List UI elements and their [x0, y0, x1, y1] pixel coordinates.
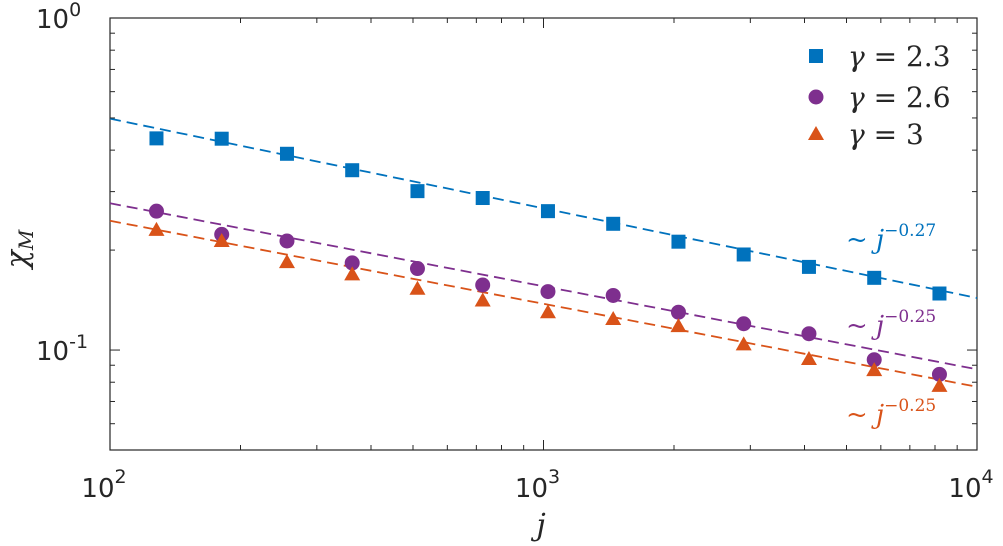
y-axis-label-main: χ: [0, 248, 35, 270]
fit-line: [109, 219, 978, 388]
data-point: [148, 221, 165, 236]
axes: 102 103 104 100 10-1: [36, 0, 994, 504]
legend-marker: [808, 126, 824, 140]
data-point: [800, 350, 817, 365]
legend-marker: [808, 89, 824, 105]
data-point: [474, 292, 491, 307]
data-markers: [148, 131, 948, 392]
data-point: [475, 191, 490, 206]
y-axis-label: χM: [0, 229, 38, 270]
x-tick-label: 102: [81, 466, 126, 504]
data-point: [279, 233, 295, 249]
legend-label: γ = 3: [848, 118, 924, 151]
data-point: [605, 287, 621, 303]
data-point: [540, 204, 555, 219]
y-tick-label: 100: [36, 0, 81, 35]
data-point: [866, 362, 883, 377]
data-point: [801, 326, 817, 342]
x-axis-label: j: [530, 508, 545, 543]
data-point: [278, 254, 295, 269]
legend-label: γ = 2.3: [848, 40, 951, 73]
data-point: [736, 247, 751, 262]
data-point: [931, 377, 948, 392]
data-point: [539, 304, 556, 319]
data-point: [670, 304, 686, 320]
y-tick-label: 10-1: [36, 331, 88, 367]
fit-line: [109, 202, 978, 371]
data-point: [214, 131, 229, 146]
data-point: [410, 184, 425, 199]
fit-annotation: ~ j−0.27: [846, 221, 936, 255]
data-point: [932, 286, 947, 301]
data-point: [866, 352, 882, 368]
data-point: [671, 234, 686, 249]
data-point: [867, 270, 882, 285]
data-point: [475, 277, 491, 293]
data-point: [670, 318, 687, 333]
data-point: [344, 266, 361, 281]
legend: γ = 2.3 γ = 2.6 γ = 3: [808, 40, 951, 151]
data-point: [801, 259, 816, 274]
data-point: [149, 131, 164, 146]
legend-label: γ = 2.6: [848, 81, 951, 114]
legend-marker: [809, 49, 823, 63]
data-point: [606, 216, 621, 231]
data-point: [605, 311, 622, 326]
data-point: [409, 261, 425, 277]
data-point: [735, 336, 752, 351]
data-point: [213, 233, 230, 248]
data-point: [736, 316, 752, 332]
x-tick-label: 104: [948, 466, 993, 504]
fit-annotation: ~ j−0.25: [846, 307, 936, 341]
data-point: [345, 163, 360, 178]
data-point: [409, 280, 426, 295]
data-point: [540, 284, 556, 300]
fit-annotations: ~ j−0.27 ~ j−0.25 ~ j−0.25: [846, 221, 936, 430]
y-axis-label-sub: M: [14, 229, 38, 251]
data-point: [148, 203, 164, 219]
data-point: [344, 255, 360, 271]
fit-annotation: ~ j−0.25: [846, 396, 936, 430]
data-point: [931, 366, 947, 382]
x-tick-label: 103: [515, 466, 560, 504]
data-point: [279, 146, 294, 161]
